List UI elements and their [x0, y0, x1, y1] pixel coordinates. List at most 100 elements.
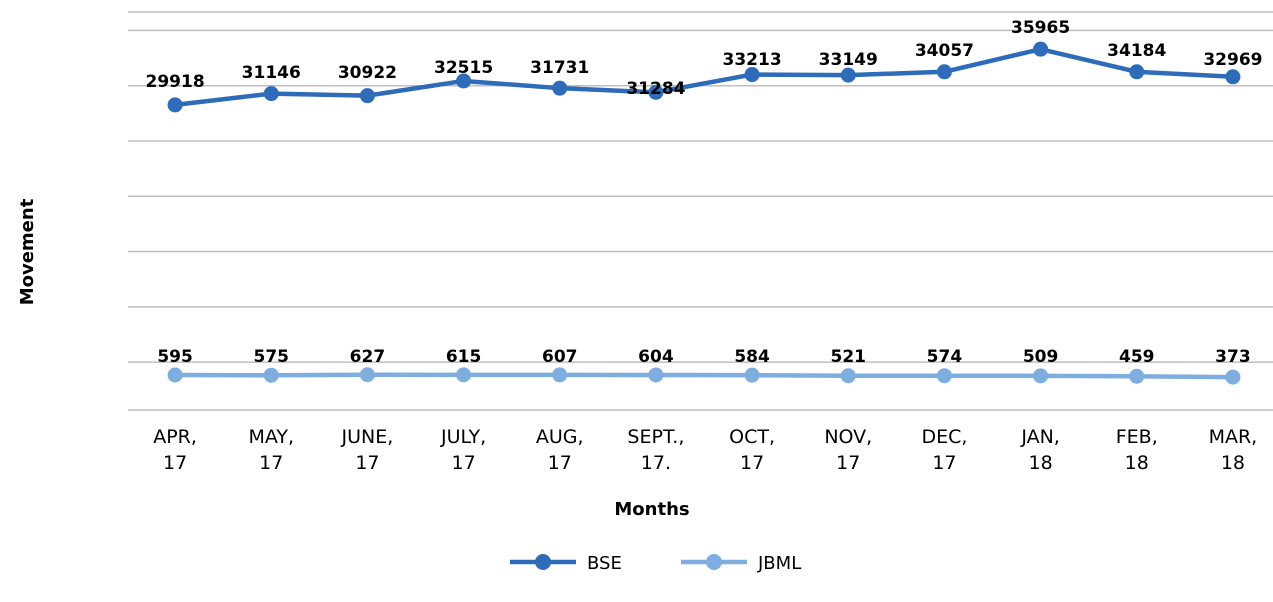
- data-point: [263, 86, 279, 102]
- data-label: 30922: [338, 63, 397, 83]
- x-tick-line-1: JULY,: [440, 426, 486, 448]
- x-tick-line-1: APR,: [153, 426, 197, 448]
- data-label: 584: [734, 347, 770, 367]
- data-point: [359, 367, 375, 383]
- data-point: [936, 64, 952, 80]
- data-label: 509: [1023, 347, 1059, 367]
- x-tick-line-2: 17: [259, 452, 283, 474]
- x-tick-line-1: NOV,: [824, 426, 872, 448]
- data-label: 35965: [1011, 18, 1070, 38]
- x-tick-label: DEC, 17: [921, 426, 967, 474]
- data-label: 615: [446, 347, 482, 367]
- data-label: 32969: [1203, 50, 1262, 70]
- data-point: [1033, 41, 1049, 57]
- legend-item-jbml: JBML: [681, 553, 801, 574]
- data-point: [648, 367, 664, 383]
- data-label: 31146: [242, 63, 301, 83]
- data-point: [648, 84, 664, 100]
- data-label: 373: [1215, 347, 1251, 367]
- data-point: [1129, 64, 1145, 80]
- x-tick-line-2: 17: [355, 452, 379, 474]
- data-point: [744, 367, 760, 383]
- data-label: 595: [157, 347, 193, 367]
- x-tick-label: MAY, 17: [248, 426, 294, 474]
- x-tick-line-2: 18: [1221, 452, 1245, 474]
- x-tick-label: OCT, 17: [729, 426, 775, 474]
- x-tick-line-1: SEPT.,: [627, 426, 684, 448]
- legend-label: BSE: [587, 553, 622, 574]
- x-tick-line-2: 17.: [641, 452, 671, 474]
- data-point: [1225, 369, 1241, 385]
- series-jbml: 595 575 627 615 607 604 584 521 574 509 459 373: [157, 347, 1251, 385]
- x-tick-labels: APR, 17 MAY, 17 JUNE, 17 JULY, 17 AUG, 17 SEPT., 17…: [153, 426, 1257, 474]
- data-label: 31731: [530, 58, 589, 78]
- x-tick-line-2: 18: [1028, 452, 1052, 474]
- data-point: [456, 367, 472, 383]
- x-tick-label: JAN, 18: [1020, 426, 1060, 474]
- x-tick-line-2: 17: [548, 452, 572, 474]
- data-point: [167, 97, 183, 113]
- data-label: 32515: [434, 58, 493, 78]
- x-tick-label: MAR, 18: [1209, 426, 1258, 474]
- x-tick-line-2: 17: [836, 452, 860, 474]
- data-label: 575: [254, 347, 290, 367]
- series-line: [175, 372, 1233, 380]
- y-axis-title: Movement: [17, 198, 38, 305]
- x-tick-label: JULY, 17: [440, 426, 486, 474]
- x-axis-title: Months: [614, 499, 689, 520]
- x-tick-label: FEB, 18: [1116, 426, 1158, 474]
- data-point: [1129, 368, 1145, 384]
- data-label: 607: [542, 347, 578, 367]
- data-point: [744, 67, 760, 83]
- x-tick-label: APR, 17: [153, 426, 197, 474]
- data-label: 33213: [723, 50, 782, 70]
- data-label: 33149: [819, 50, 878, 70]
- x-tick-line-2: 17: [451, 452, 475, 474]
- x-tick-line-1: OCT,: [729, 426, 775, 448]
- data-point: [840, 67, 856, 83]
- x-tick-line-1: JUNE,: [341, 426, 394, 448]
- x-tick-line-2: 18: [1125, 452, 1149, 474]
- data-point: [552, 80, 568, 96]
- x-tick-label: NOV, 17: [824, 426, 872, 474]
- x-tick-line-2: 17: [740, 452, 764, 474]
- data-label: 31284: [626, 79, 685, 99]
- legend: BSE JBML: [510, 553, 801, 574]
- series-bse: 29918 31146 30922 32515 31731 31284 33213 33149…: [146, 18, 1262, 113]
- data-point: [359, 88, 375, 104]
- data-point: [936, 368, 952, 384]
- series-line: [174, 46, 1234, 108]
- x-tick-label: SEPT., 17.: [627, 426, 684, 474]
- x-tick-line-1: FEB,: [1116, 426, 1158, 448]
- data-point: [840, 368, 856, 384]
- x-tick-line-2: 17: [163, 452, 187, 474]
- legend-label: JBML: [757, 553, 801, 574]
- data-label: 34184: [1107, 41, 1166, 61]
- x-tick-line-2: 17: [932, 452, 956, 474]
- x-tick-line-1: AUG,: [536, 426, 584, 448]
- x-tick-label: JUNE, 17: [341, 426, 394, 474]
- x-tick-line-1: JAN,: [1020, 426, 1060, 448]
- data-label: 29918: [146, 72, 205, 92]
- data-label: 459: [1119, 347, 1155, 367]
- legend-item-bse: BSE: [510, 553, 622, 574]
- series-layer: 29918 31146 30922 32515 31731 31284 33213 33149…: [146, 18, 1262, 385]
- legend-swatch-marker: [535, 554, 551, 570]
- data-label: 574: [927, 347, 963, 367]
- gridlines: [128, 11, 1273, 411]
- data-label: 627: [350, 347, 386, 367]
- data-point: [1033, 368, 1049, 384]
- data-point: [1225, 69, 1241, 85]
- data-point: [167, 367, 183, 383]
- data-label: 604: [638, 347, 674, 367]
- data-label: 34057: [915, 41, 974, 61]
- data-label: 521: [831, 347, 867, 367]
- data-point: [552, 367, 568, 383]
- x-tick-line-1: MAY,: [248, 426, 294, 448]
- x-tick-line-1: MAR,: [1209, 426, 1258, 448]
- legend-swatch-marker: [706, 554, 722, 570]
- data-point: [263, 367, 279, 383]
- data-point: [456, 73, 472, 89]
- x-tick-line-1: DEC,: [921, 426, 967, 448]
